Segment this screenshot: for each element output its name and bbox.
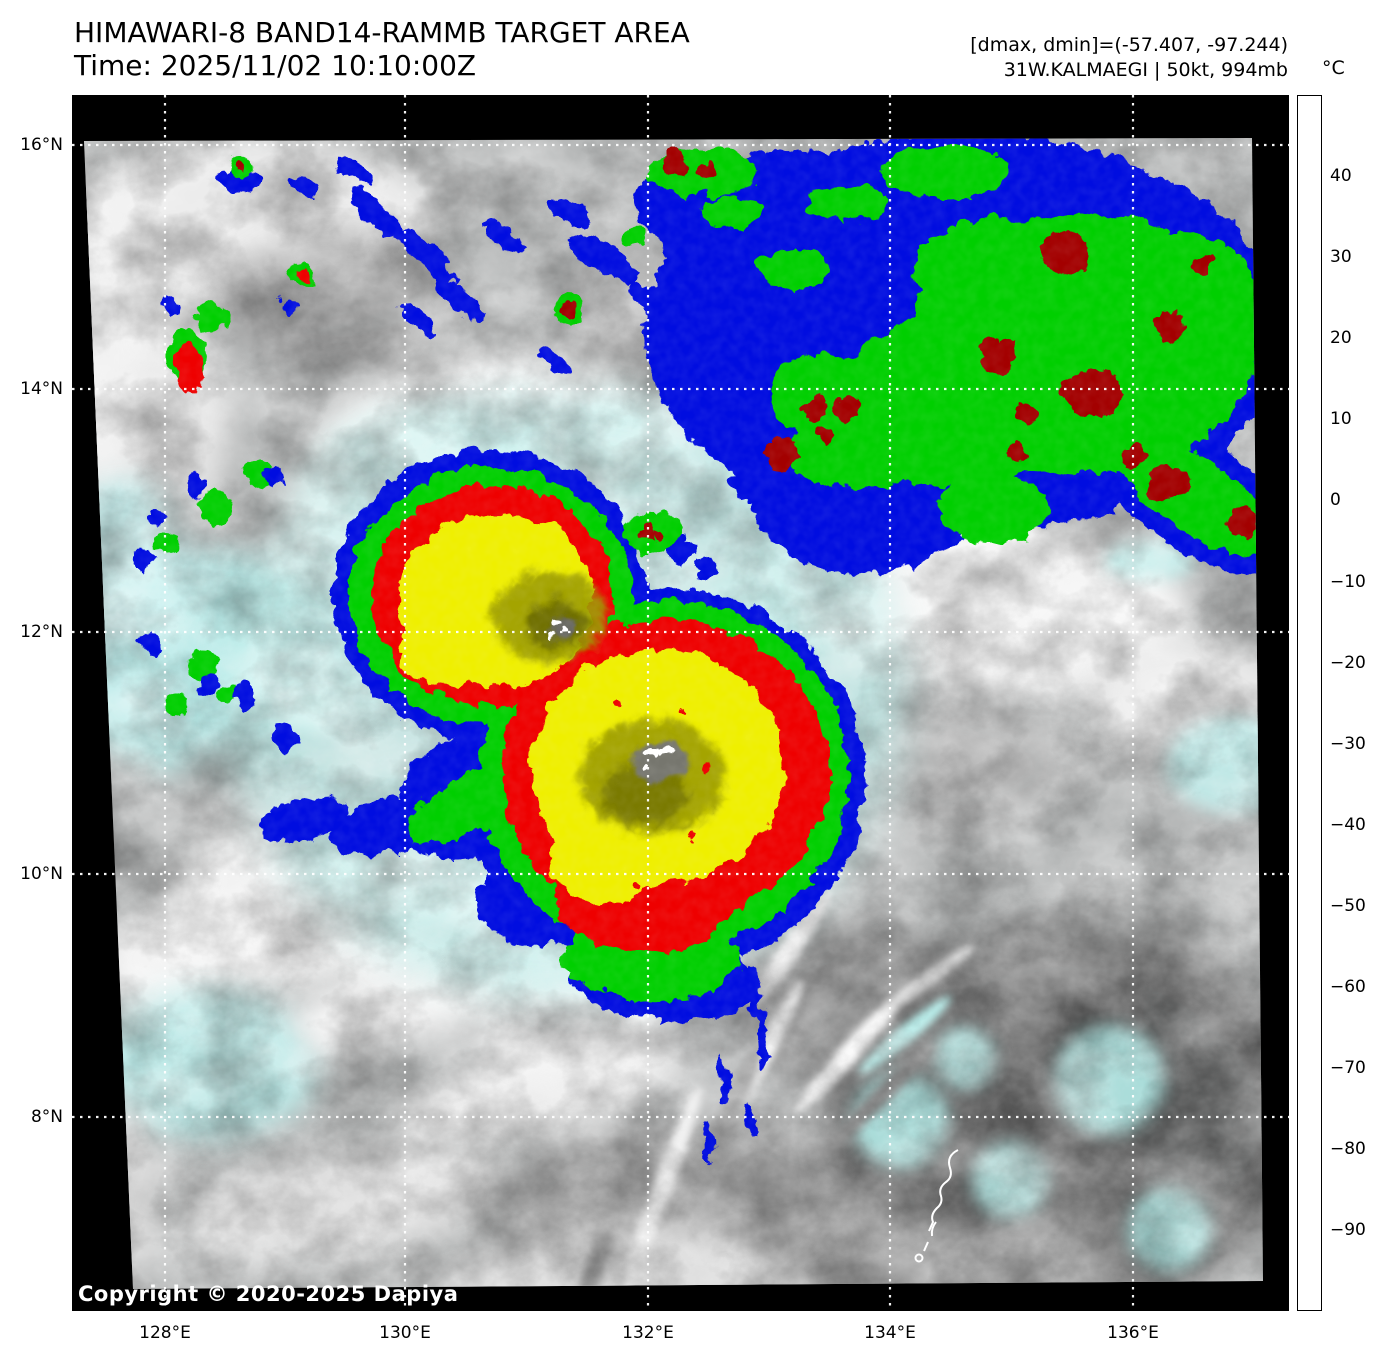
- lon-label: 136°E: [1107, 1323, 1159, 1343]
- satellite-image: [72, 95, 1289, 1311]
- dmax-dmin-annotation: [dmax, dmin]=(-57.407, -97.244): [970, 34, 1288, 56]
- lat-label: 16°N: [20, 135, 63, 155]
- colorbar-tick: 10: [1330, 409, 1352, 429]
- lon-label: 128°E: [139, 1323, 191, 1343]
- colorbar-tick: −80: [1330, 1139, 1366, 1159]
- colorbar-tick: 30: [1330, 247, 1352, 267]
- title-line: HIMAWARI-8 BAND14-RAMMB TARGET AREA: [74, 16, 690, 49]
- satellite-image-plot: [72, 95, 1289, 1311]
- gridlines: [72, 95, 1289, 1311]
- colorbar-tick: −30: [1330, 734, 1366, 754]
- colorbar-tick: −20: [1330, 653, 1366, 673]
- lon-label: 130°E: [379, 1323, 431, 1343]
- lat-label: 8°N: [30, 1107, 63, 1127]
- copyright-label: Copyright © 2020-2025 Dapiya: [78, 1282, 459, 1306]
- colorbar-tick: −70: [1330, 1058, 1366, 1078]
- island-outline: [914, 1149, 959, 1263]
- lat-label: 10°N: [20, 864, 63, 884]
- lat-label: 12°N: [20, 622, 63, 642]
- colorbar-tick: 20: [1330, 328, 1352, 348]
- colorbar-unit-label: °C: [1322, 57, 1345, 79]
- colorbar: [1297, 95, 1322, 1311]
- storm-info-annotation: 31W.KALMAEGI | 50kt, 994mb: [1003, 59, 1288, 81]
- colorbar-tick: −40: [1330, 815, 1366, 835]
- colorbar-tick: −10: [1330, 572, 1366, 592]
- lon-label: 134°E: [864, 1323, 916, 1343]
- colorbar-tick: −50: [1330, 896, 1366, 916]
- time-line: Time: 2025/11/02 10:10:00Z: [74, 49, 477, 82]
- colorbar-tick: 40: [1330, 166, 1352, 186]
- satellite-data-area: [84, 138, 1263, 1289]
- lon-label: 132°E: [622, 1323, 674, 1343]
- colorbar-tick: −90: [1330, 1220, 1366, 1240]
- colorbar-tick: 0: [1330, 490, 1341, 510]
- page-title: HIMAWARI-8 BAND14-RAMMB TARGET AREA Time:…: [74, 16, 690, 82]
- colorbar-tick: −60: [1330, 977, 1366, 997]
- lat-label: 14°N: [20, 379, 63, 399]
